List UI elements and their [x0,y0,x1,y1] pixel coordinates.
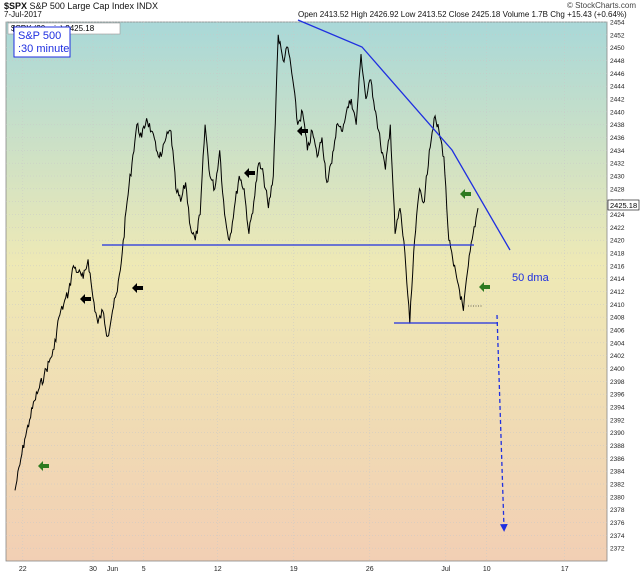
x-tick-label: 5 [142,566,146,573]
last-price-tag [607,199,640,211]
x-tick-label: Jun [107,566,118,573]
dma-label: 50 dma [512,272,550,284]
y-tick-label: 2430 [610,174,625,181]
chart-header-title: $SPX S&P 500 Large Cap Index INDX [4,1,158,11]
black-arrow-icon [244,168,255,178]
black-arrow-icon [80,294,91,304]
y-tick-label: 2384 [610,469,625,476]
y-tick-label: 2376 [610,520,625,527]
y-tick-label: 2454 [610,20,625,27]
green-arrow-icon [460,189,471,199]
x-tick-label: 22 [19,566,27,573]
y-tick-label: 2394 [610,405,625,412]
title-box-line1: S&P 500 [18,30,61,42]
title-box [13,26,71,58]
y-axis: 2372 2374 2376 2378 2380 2382 2384 2386 2388 2390… [610,20,625,553]
y-tick-label: 2450 [610,45,625,52]
y-tick-label: 2410 [610,302,625,309]
y-tick-label: 2416 [610,263,625,270]
y-tick-label: 2372 [610,546,625,553]
x-tick-label: 30 [89,566,97,573]
y-tick-label: 2448 [610,58,625,65]
x-tick-label: 17 [561,566,569,573]
y-tick-label: 2380 [610,494,625,501]
y-tick-label: 2414 [610,276,625,283]
y-tick-label: 2388 [610,443,625,450]
x-axis: 22 30 Jun 5 12 19 26 Jul 10 17 [19,566,569,573]
y-tick-label: 2424 [610,212,625,219]
y-tick-label: 2432 [610,161,625,168]
y-tick-label: 2446 [610,71,625,78]
y-tick-label: 2398 [610,379,625,386]
y-tick-label: 2374 [610,533,625,540]
x-tick-label: 12 [214,566,222,573]
x-tick-label: 19 [290,566,298,573]
y-tick-label: 2400 [610,366,625,373]
chart-date: 7-Jul-2017 [4,10,42,19]
ohlc-readout: Open 2413.52 High 2426.92 Low 2413.52 Cl… [298,10,627,19]
y-tick-label: 2440 [610,109,625,116]
y-tick-label: 2406 [610,328,625,335]
stockcharts-watermark: © StockCharts.com [566,1,636,10]
index-description: S&P 500 Large Cap Index INDX [29,1,158,11]
y-tick-label: 2392 [610,417,625,424]
y-tick-label: 2422 [610,225,625,232]
y-tick-label: 2428 [610,186,625,193]
green-arrow-icon [38,461,49,471]
y-tick-label: 2420 [610,238,625,245]
y-tick-label: 2402 [610,353,625,360]
y-tick-label: 2444 [610,84,625,91]
projection-arrow [496,314,508,532]
symbol-label: $SPX [4,1,28,11]
grid-lines [6,21,607,561]
arrow-markers [38,126,490,471]
x-tick-label: Jul [441,566,450,573]
descending-resistance-trendline [297,19,511,251]
y-tick-label: 2442 [610,97,625,104]
y-tick-label: 2438 [610,122,625,129]
y-tick-label: 2396 [610,392,625,399]
y-tick-label: 2436 [610,135,625,142]
x-tick-label: 10 [483,566,491,573]
y-tick-label: 2404 [610,340,625,347]
black-arrow-icon [297,126,308,136]
y-tick-label: 2386 [610,456,625,463]
price-line [14,34,479,491]
y-tick-label: 2378 [610,507,625,514]
green-arrow-icon [479,282,490,292]
y-tick-label: 2418 [610,251,625,258]
title-box-line2: :30 minute [18,43,69,55]
black-arrow-icon [132,283,143,293]
y-tick-label: 2412 [610,289,625,296]
y-tick-label: 2382 [610,482,625,489]
y-tick-label: 2408 [610,315,625,322]
y-tick-label: 2452 [610,32,625,39]
last-price-value: 2425.18 [610,201,637,210]
y-tick-label: 2390 [610,430,625,437]
x-tick-label: 26 [366,566,374,573]
y-tick-label: 2434 [610,148,625,155]
